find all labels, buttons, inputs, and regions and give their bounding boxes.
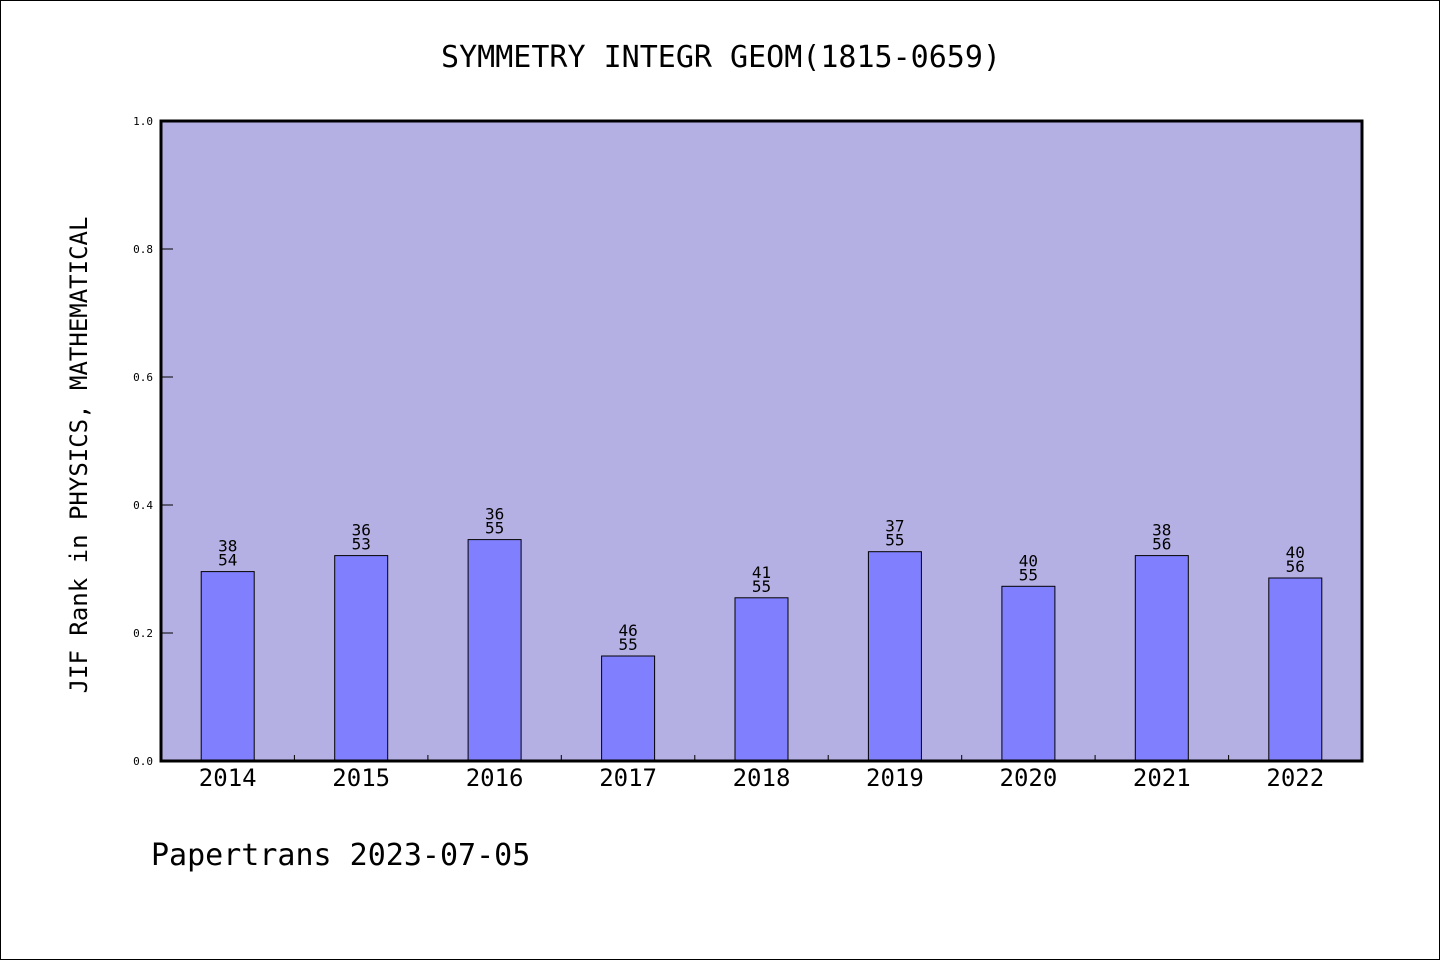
bar-2019	[867, 551, 922, 762]
y-tick-label: 0.4	[133, 499, 153, 512]
bar-label-total-2018: 55	[752, 577, 771, 596]
y-tick-label: 0.0	[133, 755, 153, 768]
y-tick-label: 0.2	[133, 627, 153, 640]
x-tick-label-2017: 2017	[599, 764, 657, 792]
bar-2018	[734, 597, 789, 762]
bar-2022	[1268, 577, 1323, 762]
y-axis-label: JIF Rank in PHYSICS, MATHEMATICAL	[65, 217, 93, 694]
bar-label-total-2017: 55	[618, 635, 637, 654]
bar-2016	[467, 539, 522, 762]
x-tick-label-2021: 2021	[1133, 764, 1191, 792]
bar-label-rank-2018: 41	[752, 563, 771, 582]
bar-label-rank-2017: 46	[618, 621, 637, 640]
bars-layer	[200, 539, 1323, 762]
bar-label-rank-2015: 36	[352, 521, 371, 540]
bar-2020	[1001, 585, 1056, 762]
x-tick-label-2014: 2014	[199, 764, 257, 792]
bar-2015	[334, 555, 389, 762]
y-tick-label: 0.8	[133, 243, 153, 256]
bar-label-rank-2020: 40	[1019, 551, 1038, 570]
bar-label-total-2020: 55	[1019, 565, 1038, 584]
x-tick-label-2018: 2018	[733, 764, 791, 792]
chart-title: SYMMETRY INTEGR GEOM(1815-0659)	[441, 40, 1001, 75]
footer-credit: Papertrans 2023-07-05	[151, 838, 530, 873]
bar-label-rank-2016: 36	[485, 505, 504, 524]
x-tick-label-2022: 2022	[1266, 764, 1324, 792]
plot-border	[159, 119, 1364, 763]
x-tick-label-2016: 2016	[466, 764, 524, 792]
bar-label-rank-2014: 38	[218, 537, 237, 556]
bar-2017	[601, 655, 656, 762]
bar-label-total-2014: 54	[218, 551, 237, 570]
bar-label-total-2021: 56	[1152, 535, 1171, 554]
y-axis-ticks: 0.0 0.2 0.4 0.6 0.8 1.0	[133, 115, 173, 768]
bar-2021	[1134, 555, 1189, 762]
bar-label-rank-2019: 37	[885, 517, 904, 536]
y-tick-label: 1.0	[133, 115, 153, 128]
x-axis-ticks: 2014 2015 2016 2017 2018 2019 2020 2021 2022	[199, 755, 1324, 792]
bar-label-total-2022: 56	[1286, 557, 1305, 576]
bar-label-rank-2022: 40	[1286, 543, 1305, 562]
bar-label-total-2019: 55	[885, 531, 904, 550]
x-tick-label-2015: 2015	[332, 764, 390, 792]
bar-2014	[200, 571, 255, 762]
y-tick-label: 0.6	[133, 371, 153, 384]
bar-label-total-2015: 53	[352, 535, 371, 554]
bar-label-rank-2021: 38	[1152, 521, 1171, 540]
bar-label-total-2016: 55	[485, 519, 504, 538]
x-tick-label-2019: 2019	[866, 764, 924, 792]
x-tick-label-2020: 2020	[1000, 764, 1058, 792]
